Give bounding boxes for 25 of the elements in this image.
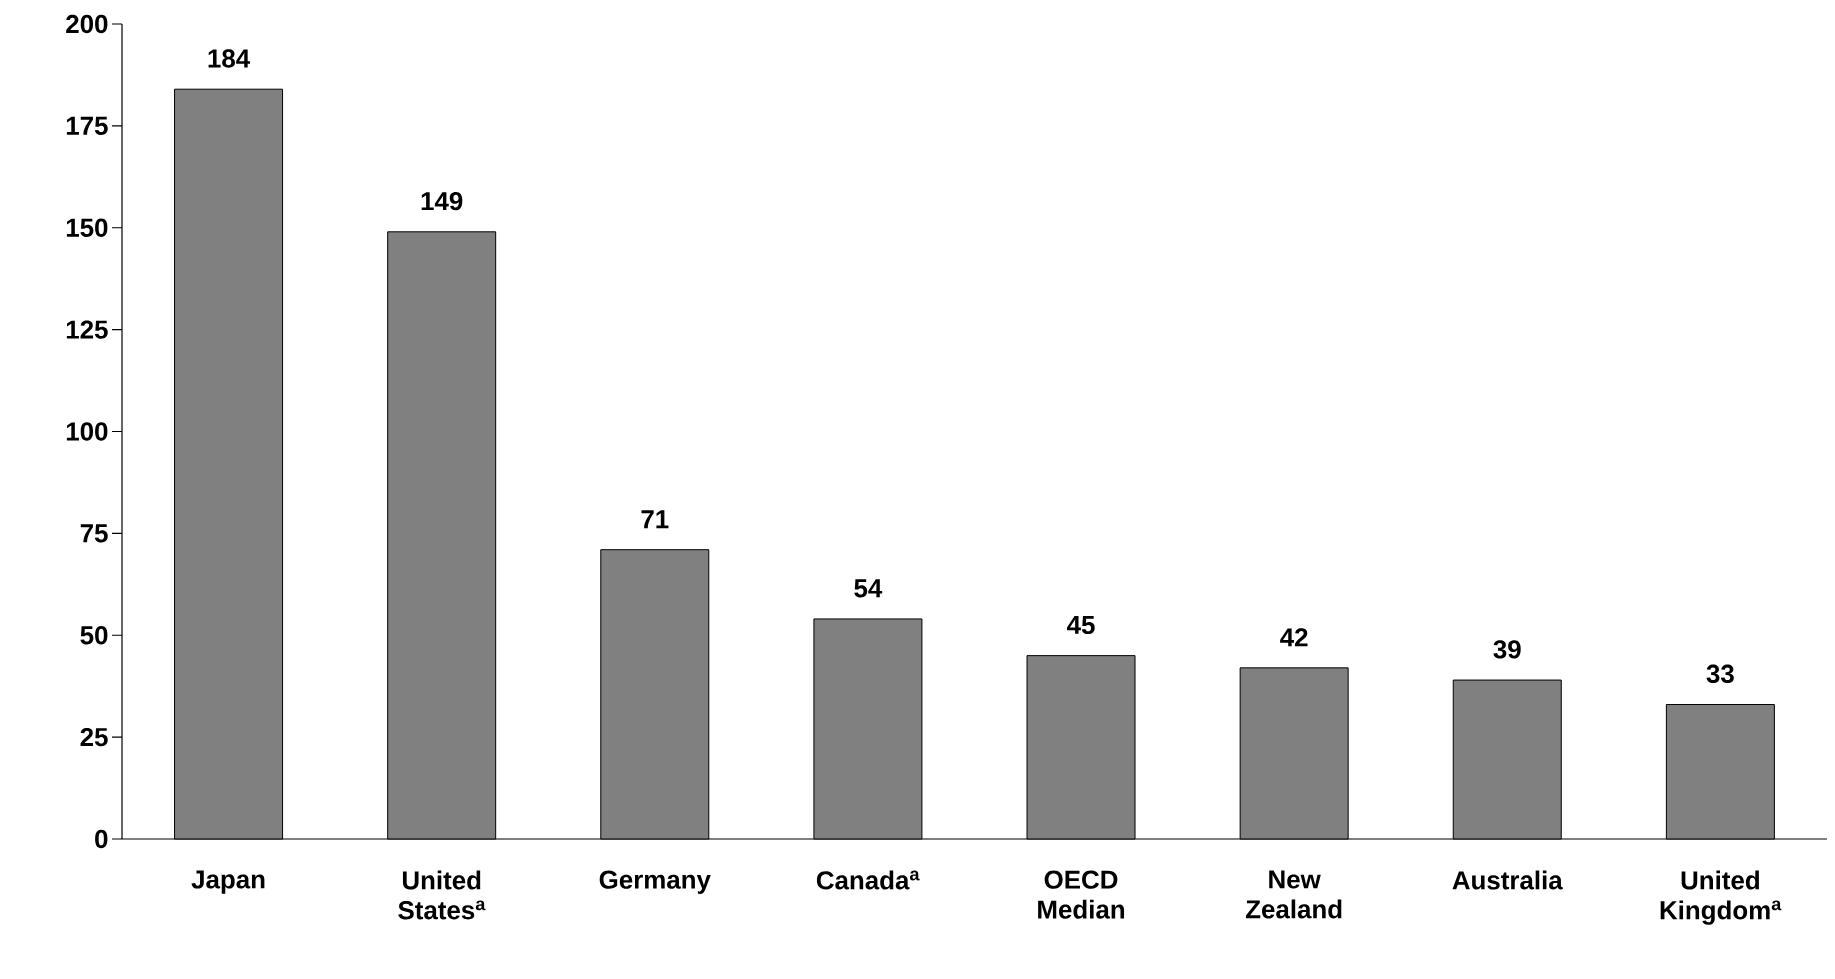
x-tick-label: Japan [191, 870, 265, 894]
data-label: 54 [854, 579, 883, 598]
y-tick-label: 175 [66, 116, 108, 135]
x-tick-label: United States$^{a}$ [398, 870, 486, 920]
y-tick-label: 200 [66, 14, 108, 34]
data-label: 45 [1067, 616, 1095, 635]
data-label: 33 [1706, 664, 1734, 684]
data-label: 71 [641, 510, 669, 529]
data-label: 42 [1280, 628, 1308, 647]
y-tick-label: 25 [80, 727, 108, 747]
y-tick-label: 0 [95, 829, 108, 849]
y-tick-label: 50 [80, 626, 108, 645]
data-label: 184 [208, 49, 251, 68]
x-tick-label: Canada$^{a}$ [816, 870, 920, 890]
y-tick-label: 100 [66, 422, 108, 441]
x-tick-label: New Zealand [1245, 870, 1342, 919]
x-tick-label: Germany [599, 870, 711, 894]
y-tick-label: 75 [80, 524, 108, 543]
x-tick-label: United Kingdom$^{a}$ [1660, 870, 1782, 925]
x-tick-label: Australia [1452, 870, 1563, 890]
y-tick-label: 125 [66, 320, 108, 339]
x-tick-label: OECD Median [1038, 870, 1125, 919]
y-tick-label: 150 [66, 218, 108, 237]
data-label: 39 [1493, 640, 1521, 659]
data-label: 149 [421, 191, 463, 211]
